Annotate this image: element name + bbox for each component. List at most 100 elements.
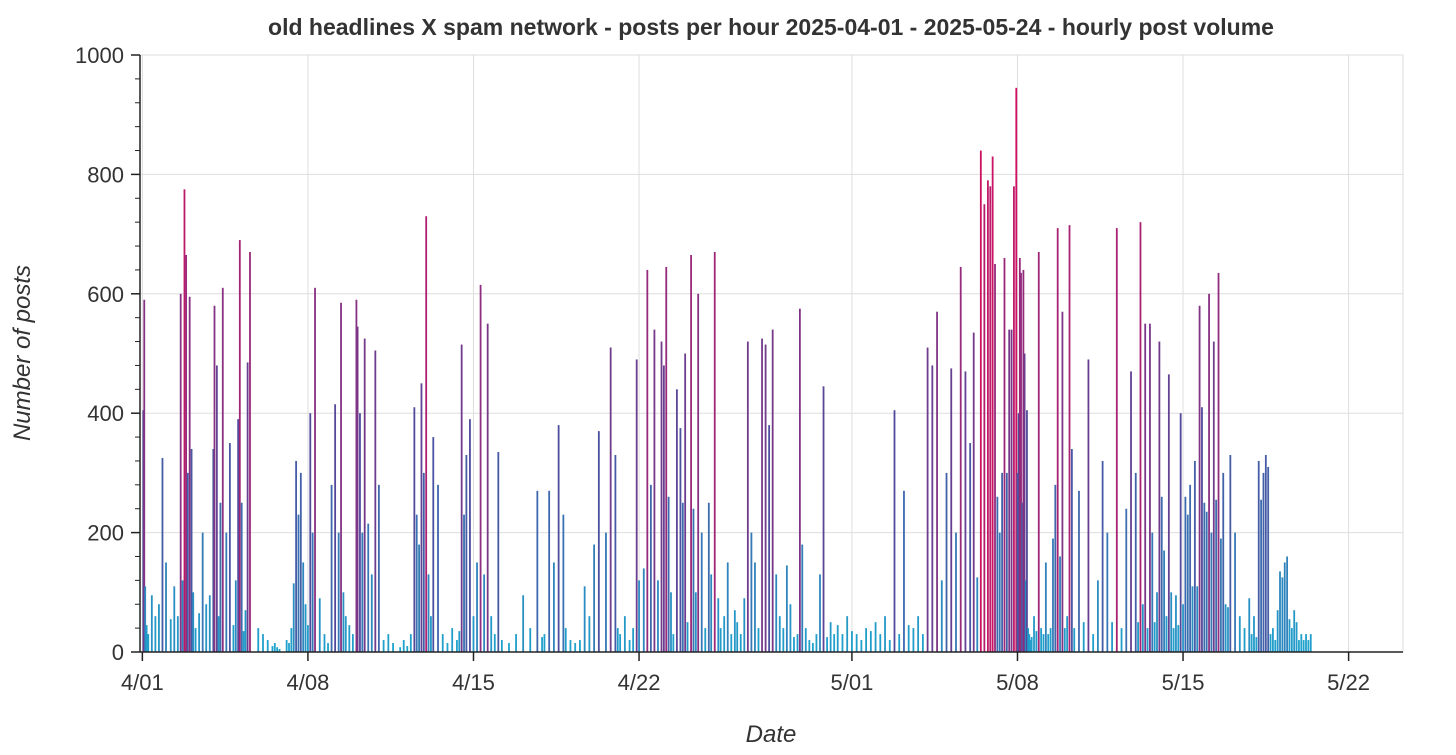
bar xyxy=(1281,577,1284,653)
bar xyxy=(1139,222,1142,652)
bar xyxy=(169,619,172,652)
bar xyxy=(804,628,807,652)
x-tick-label: 5/08 xyxy=(996,670,1039,695)
y-tick-label: 200 xyxy=(87,521,124,546)
bar xyxy=(553,562,555,652)
bar xyxy=(1212,341,1215,652)
bar xyxy=(1096,580,1099,652)
bar xyxy=(271,646,274,652)
x-tick-label: 4/15 xyxy=(452,670,495,695)
bar xyxy=(983,204,986,652)
bar xyxy=(931,365,934,652)
bar xyxy=(465,454,468,652)
bar xyxy=(1257,460,1260,652)
bar xyxy=(1022,269,1025,652)
bar xyxy=(907,625,910,652)
bar xyxy=(1203,502,1206,652)
bar xyxy=(409,634,412,652)
bar xyxy=(903,490,905,652)
bar xyxy=(367,523,370,652)
bar xyxy=(815,634,818,652)
bar xyxy=(221,287,224,652)
bar xyxy=(342,592,345,652)
bar xyxy=(1255,637,1258,652)
bar xyxy=(1264,454,1267,652)
y-tick-label: 400 xyxy=(87,401,124,426)
bar xyxy=(1130,371,1132,652)
bar xyxy=(1073,628,1076,652)
bar xyxy=(865,628,868,652)
x-tick-label: 5/22 xyxy=(1327,670,1370,695)
bar xyxy=(288,643,290,652)
bar xyxy=(1179,413,1182,652)
bar xyxy=(249,252,251,652)
bar xyxy=(1020,272,1022,652)
bar xyxy=(846,616,849,652)
bar xyxy=(667,496,670,652)
bar xyxy=(147,634,150,652)
bar xyxy=(793,637,795,652)
bar xyxy=(1056,228,1059,652)
bar xyxy=(778,616,781,652)
bar xyxy=(564,628,567,652)
bar xyxy=(1298,640,1300,652)
bar xyxy=(173,586,176,652)
bar xyxy=(726,562,729,652)
bar xyxy=(789,604,792,652)
bar xyxy=(500,640,503,652)
bar xyxy=(1042,634,1045,652)
bar xyxy=(304,604,307,652)
bar xyxy=(989,186,992,652)
bar xyxy=(418,544,420,652)
bar xyxy=(1054,484,1057,652)
bar xyxy=(649,484,652,652)
bar xyxy=(1163,550,1166,652)
bar xyxy=(987,180,989,652)
bar xyxy=(1061,311,1064,652)
y-tick-label: 1000 xyxy=(75,43,124,68)
bar xyxy=(165,562,167,652)
bar xyxy=(869,631,872,652)
bar xyxy=(940,580,943,652)
bar xyxy=(1023,353,1026,652)
bar xyxy=(422,472,425,652)
bars-layer xyxy=(142,87,1312,653)
bar xyxy=(959,266,962,652)
bar xyxy=(242,631,245,652)
bar xyxy=(798,308,801,652)
bar xyxy=(775,574,778,652)
bar xyxy=(479,284,482,652)
bar xyxy=(638,580,640,652)
bar xyxy=(955,532,957,652)
bar xyxy=(201,532,204,652)
bar xyxy=(574,643,577,652)
bar xyxy=(1288,619,1291,652)
bar xyxy=(697,293,700,652)
bar xyxy=(257,628,260,652)
bar xyxy=(237,419,240,652)
bar xyxy=(1144,323,1147,652)
bar xyxy=(183,189,186,652)
bar xyxy=(497,452,500,652)
bar xyxy=(402,640,405,652)
bar xyxy=(1040,628,1043,652)
bar xyxy=(1193,460,1196,652)
bar xyxy=(472,616,475,652)
bar xyxy=(205,604,208,652)
bar xyxy=(996,496,999,652)
bar xyxy=(536,490,539,652)
bar xyxy=(593,544,596,652)
bar xyxy=(330,484,333,652)
bar xyxy=(299,472,302,652)
bar xyxy=(406,646,409,652)
bar xyxy=(208,595,211,652)
bar xyxy=(314,287,316,652)
bar xyxy=(665,266,668,652)
bar xyxy=(359,413,361,652)
bar xyxy=(460,344,463,652)
bar xyxy=(1008,329,1011,652)
bar xyxy=(690,255,692,652)
bar xyxy=(660,341,663,652)
bar xyxy=(161,457,164,652)
